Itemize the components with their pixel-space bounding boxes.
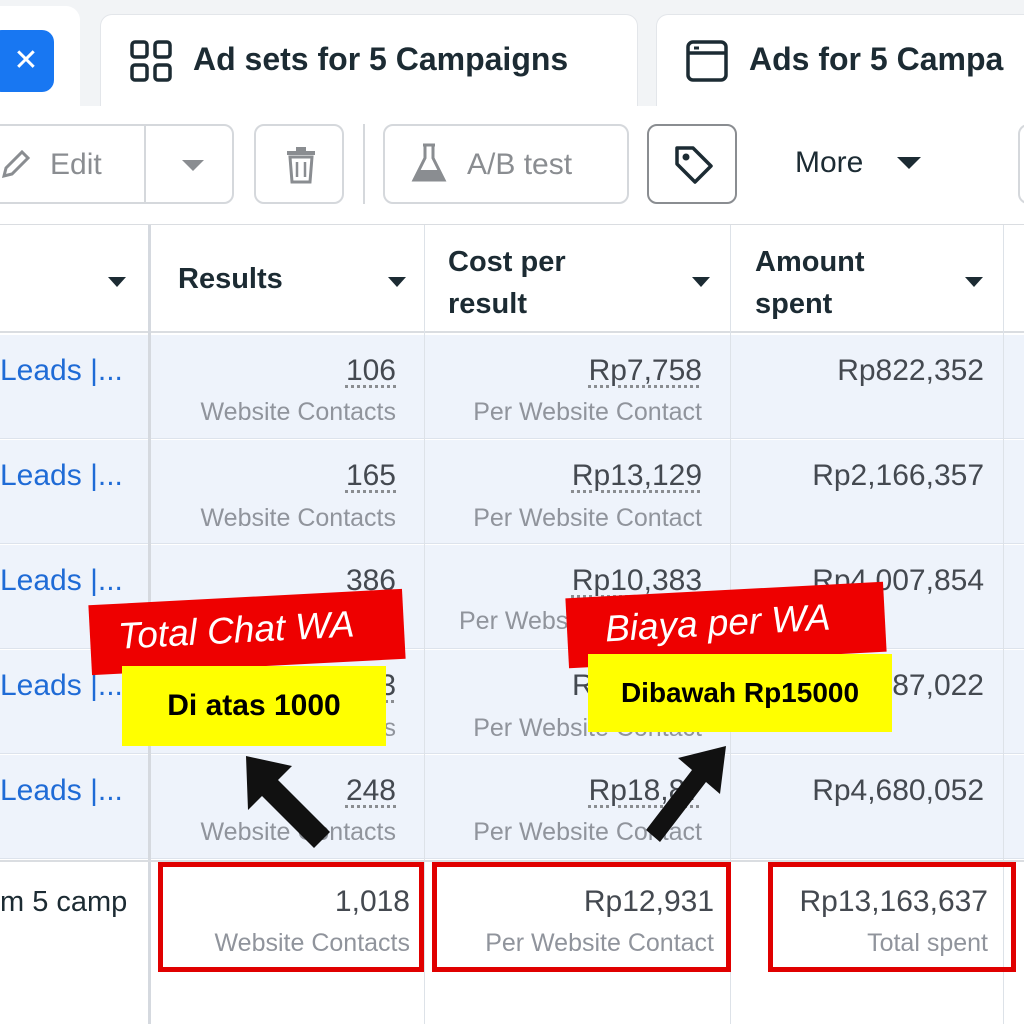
total-cost-value: Rp12,931 <box>583 885 714 918</box>
delete-button[interactable] <box>254 124 344 204</box>
ab-test-button[interactable]: A/B test <box>383 124 629 204</box>
cost-unit: Per Website Contact <box>473 398 702 426</box>
campaign-name-link[interactable]: Leads |... <box>0 354 123 387</box>
cost-note: Dibawah Rp15000 <box>588 654 892 732</box>
results-value[interactable]: 106 <box>345 354 396 387</box>
cost-unit: Per Webs <box>459 607 569 635</box>
tab-adsets-label: Ad sets for 5 Campaigns <box>193 41 569 77</box>
name-column-sort-icon[interactable] <box>108 277 126 287</box>
spent-value: Rp2,166,357 <box>812 459 984 492</box>
cost-header-line2: result <box>448 288 527 320</box>
toolbar-divider <box>363 124 365 204</box>
cost-unit: Per Website Contact <box>473 504 702 532</box>
table-row[interactable] <box>0 440 1024 544</box>
edit-dropdown-icon[interactable] <box>182 160 204 171</box>
pencil-icon <box>1 149 31 179</box>
column-amount-spent[interactable]: Amount spent <box>755 241 865 325</box>
cost-value[interactable]: Rp7,758 <box>588 354 702 387</box>
tab-ads-label: Ads for 5 Campa <box>749 41 1004 77</box>
spent-header-line2: spent <box>755 288 833 320</box>
spent-value: Rp4,680,052 <box>812 774 984 807</box>
results-unit: s <box>383 714 397 742</box>
total-results-unit: Website Contacts <box>214 929 410 957</box>
results-value[interactable]: 165 <box>345 459 396 492</box>
total-results-value: 1,018 <box>334 885 410 918</box>
totals-label: m 5 camp <box>0 886 128 918</box>
table-row[interactable] <box>0 755 1024 859</box>
ad-window-icon <box>686 40 728 82</box>
total-cost-highlight <box>432 862 731 972</box>
edit-split-divider <box>144 126 146 202</box>
table-header <box>0 225 1024 333</box>
column-divider <box>1003 225 1004 1024</box>
more-button[interactable]: More <box>795 146 864 179</box>
cost-value[interactable]: Rp13,129 <box>571 459 702 492</box>
more-dropdown-icon[interactable] <box>897 157 921 169</box>
results-value[interactable]: 248 <box>345 774 396 807</box>
totals-divider <box>0 860 1024 862</box>
total-chat-note: Di atas 1000 <box>122 666 386 746</box>
arrow-up-right-icon <box>646 746 726 842</box>
column-divider <box>424 225 425 1024</box>
total-results-highlight <box>158 862 424 972</box>
tab-ads[interactable]: Ads for 5 Campa <box>656 14 1024 106</box>
spent-value: 87,022 <box>892 669 984 702</box>
spent-sort-icon[interactable] <box>965 277 983 287</box>
next-toolbar-button[interactable] <box>1018 124 1024 204</box>
close-icon[interactable]: ✕ <box>0 30 54 92</box>
tag-icon <box>675 146 713 184</box>
campaign-name-link[interactable]: Leads |... <box>0 564 123 597</box>
campaign-name-link[interactable]: Leads |... <box>0 774 123 807</box>
edit-button-group[interactable]: Edit <box>0 124 234 204</box>
campaigns-tab[interactable]: ✕ <box>0 6 80 106</box>
spent-header-line1: Amount <box>755 246 865 278</box>
total-spent-value: Rp13,163,637 <box>799 885 989 918</box>
tag-button[interactable] <box>647 124 737 204</box>
total-cost-unit: Per Website Contact <box>485 929 714 957</box>
total-spent-unit: Total spent <box>867 929 988 957</box>
ab-test-label: A/B test <box>467 148 573 181</box>
tab-adsets[interactable]: Ad sets for 5 Campaigns <box>100 14 638 106</box>
spent-value: Rp822,352 <box>837 354 984 387</box>
cost-header-line1: Cost per <box>448 246 566 278</box>
cost-annotation-text: Biaya per WA <box>603 596 832 650</box>
total-chat-annotation-text: Total Chat WA <box>116 603 356 657</box>
arrow-up-left-icon <box>246 756 330 848</box>
campaign-name-link[interactable]: Leads |... <box>0 459 123 492</box>
trash-icon <box>287 147 315 184</box>
total-spent-highlight <box>768 862 1016 972</box>
edit-button-label: Edit <box>50 148 102 181</box>
adsets-grid-icon <box>130 40 172 82</box>
table-row[interactable] <box>0 335 1024 439</box>
results-sort-icon[interactable] <box>388 277 406 287</box>
results-unit: Website Contacts <box>200 504 396 532</box>
cost-sort-icon[interactable] <box>692 277 710 287</box>
column-results[interactable]: Results <box>178 263 283 295</box>
flask-icon <box>411 143 447 182</box>
column-cost-per-result[interactable]: Cost per result <box>448 241 566 325</box>
results-unit: Website Contacts <box>200 398 396 426</box>
